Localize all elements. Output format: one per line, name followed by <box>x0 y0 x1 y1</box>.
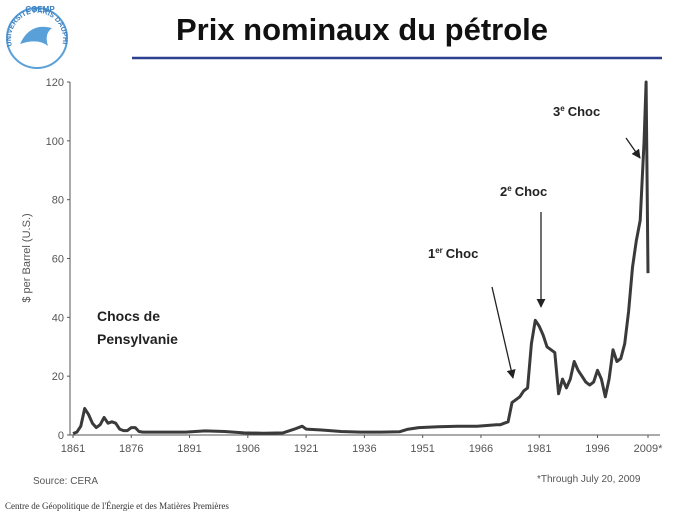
x-tick-label: 1921 <box>294 443 318 455</box>
source: Source: CERA <box>33 476 98 487</box>
annotation-number: 1 <box>428 246 435 261</box>
annotation: 3e Choc <box>553 104 600 119</box>
y-tick-label: 60 <box>52 254 64 266</box>
annotation-number: 2 <box>500 184 507 199</box>
y-tick-label: 100 <box>46 136 64 148</box>
region-label: Pensylvanie <box>97 331 178 347</box>
annotation-suffix: er <box>435 246 443 255</box>
logo-acronym: CGEMP <box>25 5 55 14</box>
logo-ring <box>6 7 68 69</box>
chart-title: Prix nominaux du pétrole <box>176 12 548 47</box>
y-tick-label: 20 <box>52 371 64 383</box>
x-tick-label: 1981 <box>527 443 551 455</box>
annotation: 1er Choc <box>428 246 478 261</box>
y-tick-label: 120 <box>46 77 64 89</box>
x-tick-label: 1936 <box>352 443 376 455</box>
note: *Through July 20, 2009 <box>537 474 641 485</box>
annotation-number: 3 <box>553 104 560 119</box>
y-tick-label: 80 <box>52 195 64 207</box>
x-tick-label: 1951 <box>410 443 434 455</box>
y-tick-label: 0 <box>58 430 64 442</box>
x-tick-label: 1891 <box>177 443 201 455</box>
arrow <box>491 286 516 379</box>
annotation-word: Choc <box>515 184 548 199</box>
y-tick-label: 40 <box>52 312 64 324</box>
annotation: 2e Choc <box>500 184 547 199</box>
logo: UNIVERSITE PARIS DAUPHINE CGEMP <box>0 0 68 69</box>
logo-dolphin <box>20 26 52 46</box>
arrow <box>625 137 641 159</box>
annotation-suffix: e <box>560 104 565 113</box>
y-axis-label: $ per Barrel (U.S.) <box>21 213 33 302</box>
region-label: Chocs de <box>97 308 160 324</box>
x-tick-label: 1861 <box>61 443 85 455</box>
footer: Centre de Géopolitique de l'Énergie et d… <box>5 501 229 511</box>
x-tick-label: 2009* <box>634 443 663 455</box>
annotation-word: Choc <box>568 104 601 119</box>
x-tick-label: 1906 <box>236 443 260 455</box>
x-tick-label: 1966 <box>469 443 493 455</box>
annotation-suffix: e <box>507 184 512 193</box>
x-tick-label: 1996 <box>585 443 609 455</box>
x-tick-label: 1876 <box>119 443 143 455</box>
annotation-word: Choc <box>446 246 479 261</box>
price-line <box>72 80 650 435</box>
